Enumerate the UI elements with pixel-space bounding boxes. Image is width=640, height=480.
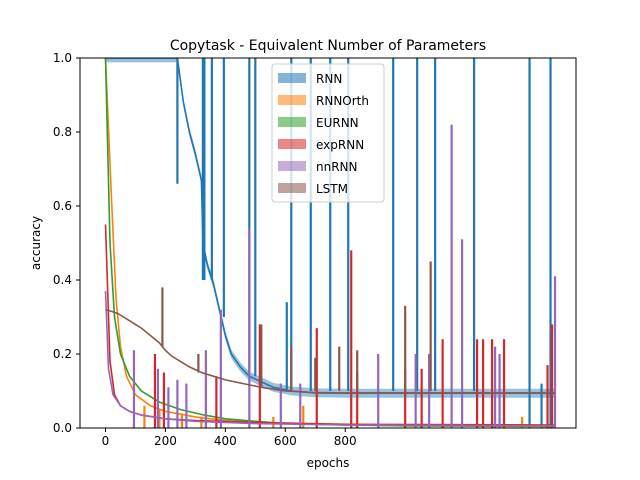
axes-frame [79, 57, 577, 429]
legend-swatch [278, 161, 306, 171]
legend-item-rnn: RNN [278, 72, 342, 86]
legend-label: LSTM [316, 182, 348, 196]
y-tick-label: 0.0 [53, 421, 72, 435]
y-tick-label: 0.8 [53, 125, 72, 139]
legend-label: nnRNN [316, 160, 358, 174]
legend-item-exprnn: expRNN [278, 138, 364, 152]
legend-item-eurnn: EURNN [278, 116, 359, 130]
x-tick-label: 0 [102, 434, 110, 448]
legend-swatch [278, 139, 306, 149]
legend-label: RNN [316, 72, 342, 86]
x-tick-label: 400 [214, 434, 237, 448]
y-tick-label: 0.6 [53, 199, 72, 213]
legend-item-lstm: LSTM [278, 182, 348, 196]
chart-title: Copytask - Equivalent Number of Paramete… [170, 38, 486, 54]
y-tick-label: 1.0 [53, 51, 72, 65]
series-layer [104, 58, 557, 428]
legend-label: EURNN [316, 116, 359, 130]
x-tick-label: 800 [334, 434, 357, 448]
legend-label: expRNN [316, 138, 364, 152]
series-line [104, 291, 556, 427]
x-axis: 0 200 400 600 800 [102, 428, 357, 448]
legend-swatch [278, 183, 306, 193]
legend-swatch [278, 117, 306, 127]
y-tick-label: 0.4 [53, 273, 72, 287]
series-nnrnn [104, 124, 557, 428]
y-axis-label: accuracy [29, 216, 43, 270]
series-line [105, 308, 555, 394]
x-axis-label: epochs [307, 456, 350, 470]
legend-label: RNNOrth [316, 94, 369, 108]
legend: RNN RNNOrth EURNN expRNN nnRNN LSTM [271, 63, 385, 203]
series-lstm [105, 261, 555, 394]
x-tick-label: 200 [154, 434, 177, 448]
y-tick-label: 0.2 [53, 347, 72, 361]
legend-item-nnrnn: nnRNN [278, 160, 358, 174]
legend-item-rnnorth: RNNOrth [278, 94, 369, 108]
legend-swatch [278, 95, 306, 105]
y-axis: 0.0 0.2 0.4 0.6 0.8 1.0 [53, 51, 80, 435]
x-tick-label: 600 [274, 434, 297, 448]
legend-swatch [278, 73, 306, 83]
